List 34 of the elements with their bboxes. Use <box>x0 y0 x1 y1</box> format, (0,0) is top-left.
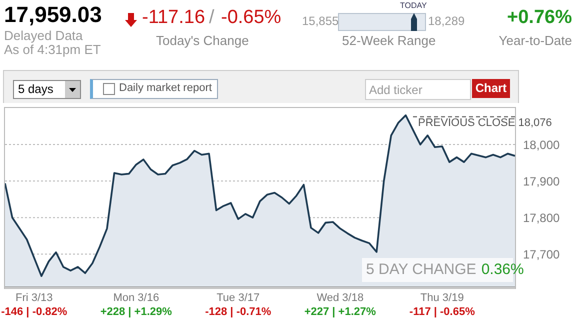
x-tick-label: Tue 3/17 <box>216 292 260 304</box>
period-dropdown: 5 days <box>13 80 81 99</box>
text: -146 | -0.82% <box>1 306 68 318</box>
text: Year-to-Date <box>498 33 572 48</box>
text: -128 | -0.71% <box>205 306 272 318</box>
x-tick-label: Wed 3/18 <box>316 292 364 304</box>
x-tick-label: Fri 3/13 <box>15 292 53 304</box>
x-tick-label: Thu 3/19 <box>420 292 464 304</box>
text: Daily market report <box>119 82 212 94</box>
text: 18,289 <box>428 14 465 28</box>
annotation: 5 DAY CHANGE <box>366 261 476 278</box>
y-tick-label: 17,900 <box>523 174 560 188</box>
text: +0.76% <box>507 7 572 29</box>
ticker-field: Add ticker <box>365 79 471 100</box>
text: Today's Change <box>156 33 249 48</box>
text: TODAY <box>400 1 427 10</box>
ref-line-label: PREVIOUS CLOSE 18,076 <box>418 116 552 129</box>
text: / <box>209 7 214 29</box>
text: Chart <box>472 79 510 98</box>
y-tick-label: 18,000 <box>523 138 560 152</box>
annotation: 0.36% <box>481 261 524 278</box>
chart-title: 17,959.03 <box>4 2 102 28</box>
text: +228 | +1.29% <box>100 306 172 318</box>
x-tick-label: Mon 3/16 <box>113 292 160 304</box>
text: +227 | +1.27% <box>304 306 376 318</box>
y-tick-label: 17,800 <box>523 210 560 225</box>
text: -117 | -0.65% <box>409 306 476 318</box>
text: -117.16 <box>142 7 206 29</box>
text: 15,855 <box>302 14 339 28</box>
text: As of 4:31pm ET <box>4 42 101 57</box>
text: -0.65% <box>221 7 282 29</box>
text: Delayed Data <box>4 28 83 43</box>
y-tick-label: 17,700 <box>523 247 560 262</box>
text: 52-Week Range <box>342 33 436 48</box>
